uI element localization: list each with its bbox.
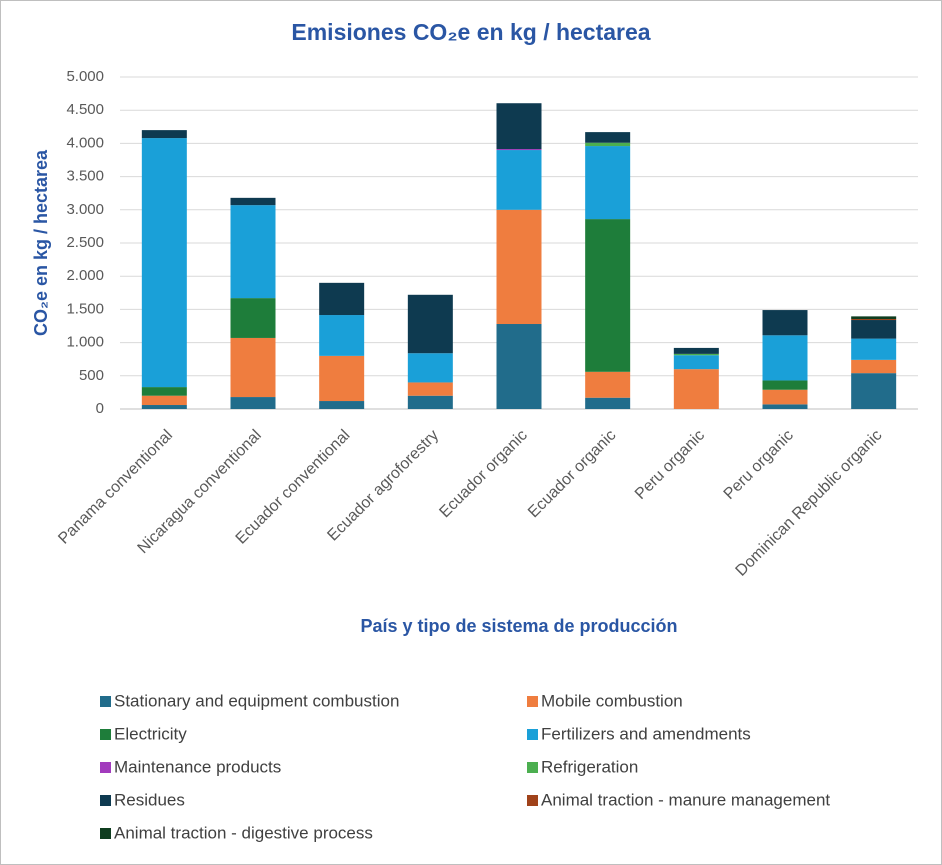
- bar-segment: [851, 373, 897, 409]
- bar-segment: [851, 316, 897, 320]
- bar-segment: [762, 310, 808, 336]
- bar-segment: [407, 382, 453, 396]
- legend-swatch: [527, 696, 538, 707]
- legend-label: Electricity: [114, 724, 187, 743]
- bar-segment: [319, 282, 365, 316]
- bar-segment: [141, 130, 187, 139]
- legend-swatch: [100, 762, 111, 773]
- bar-segment: [851, 319, 897, 321]
- y-axis-title: CO₂e en kg / hectarea: [31, 149, 51, 336]
- legend-swatch: [100, 795, 111, 806]
- y-tick-label: 2.500: [66, 234, 104, 251]
- bar-segment: [585, 132, 631, 143]
- legend-label: Refrigeration: [541, 757, 638, 776]
- y-tick-label: 3.500: [66, 168, 104, 185]
- bar-segment: [141, 387, 187, 396]
- y-tick-label: 1.000: [66, 334, 104, 351]
- bar-segment: [230, 197, 276, 206]
- bar-segment: [851, 338, 897, 360]
- bar-segment: [585, 146, 631, 220]
- bar-segment: [141, 138, 187, 388]
- legend-label: Residues: [114, 790, 185, 809]
- legend-label: Animal traction - manure management: [541, 790, 830, 809]
- y-tick-label: 500: [79, 367, 104, 384]
- y-tick-label: 5.000: [66, 68, 104, 85]
- legend-swatch: [100, 828, 111, 839]
- bar-segment: [230, 397, 276, 409]
- legend-swatch: [527, 795, 538, 806]
- bar-segment: [496, 103, 542, 150]
- bar-segment: [496, 209, 542, 325]
- bar-segment: [319, 355, 365, 402]
- bar-segment: [585, 371, 631, 398]
- bar-segment: [673, 347, 719, 354]
- bar-segment: [762, 404, 808, 409]
- bar-segment: [496, 149, 542, 151]
- bar-segment: [319, 401, 365, 409]
- bar-segment: [851, 320, 897, 339]
- legend-swatch: [527, 729, 538, 740]
- bar-segment: [673, 369, 719, 409]
- bar-segment: [496, 150, 542, 210]
- bar-segment: [673, 355, 719, 370]
- legend-label: Animal traction - digestive process: [114, 823, 373, 842]
- legend-swatch: [527, 762, 538, 773]
- legend-swatch: [100, 729, 111, 740]
- y-tick-label: 3.000: [66, 201, 104, 218]
- bar-segment: [230, 298, 276, 338]
- legend-label: Fertilizers and amendments: [541, 724, 751, 743]
- bar-segment: [673, 353, 719, 356]
- legend-swatch: [100, 696, 111, 707]
- bar-segment: [230, 337, 276, 398]
- bar-segment: [585, 397, 631, 409]
- y-tick-label: 4.500: [66, 101, 104, 118]
- bar-segment: [851, 359, 897, 374]
- bar-segment: [230, 205, 276, 299]
- bar-segment: [762, 335, 808, 381]
- bar-segment: [762, 380, 808, 390]
- y-tick-label: 2.000: [66, 267, 104, 284]
- legend-label: Stationary and equipment combustion: [114, 691, 399, 710]
- bar-segment: [407, 294, 453, 354]
- y-tick-label: 1.500: [66, 300, 104, 317]
- bar-segment: [762, 389, 808, 405]
- bar-segment: [141, 395, 187, 406]
- y-tick-label: 4.000: [66, 134, 104, 151]
- bar-segment: [319, 315, 365, 356]
- x-axis-title: País y tipo de sistema de producción: [360, 616, 677, 636]
- bar-segment: [407, 353, 453, 383]
- legend-label: Mobile combustion: [541, 691, 683, 710]
- legend-label: Maintenance products: [114, 757, 281, 776]
- bar-segment: [407, 395, 453, 409]
- bar-segment: [496, 324, 542, 409]
- bar-segment: [585, 142, 631, 147]
- y-tick-label: 0: [96, 400, 104, 417]
- bar-segment: [141, 405, 187, 409]
- bar-segment: [585, 219, 631, 372]
- chart-title: Emisiones CO₂e en kg / hectarea: [291, 19, 650, 45]
